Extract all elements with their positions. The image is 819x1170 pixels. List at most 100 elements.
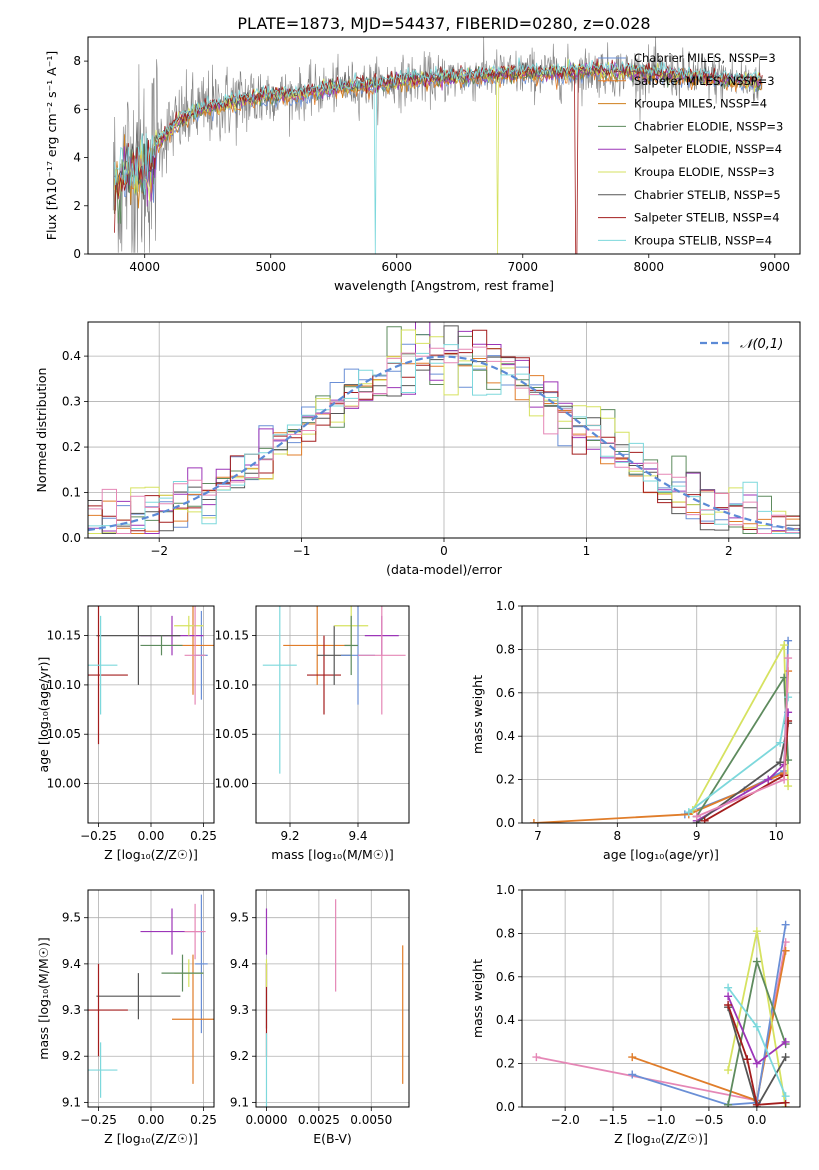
x-tick-label: 8 <box>613 829 621 843</box>
y-tick-label: 0.2 <box>496 773 515 787</box>
data-point-marker <box>724 1001 733 1010</box>
data-point-marker <box>628 1070 637 1079</box>
data-point-marker <box>752 1100 761 1107</box>
y-tick-label: 0.4 <box>496 729 515 743</box>
data-point-marker <box>724 992 733 1001</box>
x-tick-label: −1.5 <box>598 1113 627 1127</box>
x-tick-label: 7 <box>534 829 542 843</box>
y-tick-label: 9.2 <box>62 1049 81 1063</box>
data-point-marker <box>784 782 793 791</box>
x-axis-label: Z [log₁₀(Z/Z☉)] <box>104 847 198 862</box>
axes-frame <box>255 889 410 1108</box>
data-point-marker <box>692 812 701 821</box>
x-tick-label: 8000 <box>634 260 665 274</box>
mass-weight-vs-metallicity-panel: −2.0 −1.5 −1.0 −0.5 0.0 0.0 0.2 0.4 0.6 0.8 1.0 Z [… <box>470 883 801 1146</box>
y-tick-label: 9.4 <box>62 957 81 971</box>
data-point-marker <box>764 775 773 784</box>
mass-weight-series-line <box>688 696 789 813</box>
x-tick-label: 0.00 <box>138 1113 165 1127</box>
x-tick-label: −0.5 <box>694 1113 723 1127</box>
y-tick-label: 0.2 <box>496 1057 515 1071</box>
data-point-marker <box>724 983 733 992</box>
data-point-marker <box>781 946 790 955</box>
mass-weight-series-line <box>692 641 789 811</box>
y-tick-label: 10.10 <box>215 678 249 692</box>
y-tick-label: 0.8 <box>496 926 515 940</box>
legend-entry: Salpeter MILES, NSSP=3 <box>634 74 775 88</box>
x-tick-label: 6000 <box>381 260 412 274</box>
data-point-marker <box>724 1066 733 1075</box>
y-axis-label: mass [log₁₀(M/M☉)] <box>36 937 51 1059</box>
data-point-marker <box>780 641 789 650</box>
data-point-marker <box>784 636 793 645</box>
x-axis-label: Z [log₁₀(Z/Z☉)] <box>104 1131 198 1146</box>
normal-distribution-line <box>88 355 800 532</box>
data-point-marker <box>752 1059 761 1068</box>
x-axis-label: mass [log₁₀(M/M☉)] <box>271 847 393 862</box>
data-point-marker <box>780 775 789 784</box>
x-tick-label: 7000 <box>507 260 538 274</box>
x-tick-label: 9 <box>693 829 701 843</box>
plot-area <box>262 606 406 774</box>
histogram-series-line <box>88 329 800 534</box>
x-axis-label: E(B-V) <box>313 1131 352 1146</box>
data-point-marker <box>529 819 538 823</box>
mass-weight-series-line <box>727 1004 786 1106</box>
legend-entry: Chabrier ELODIE, NSSP=3 <box>634 119 783 133</box>
mass-weight-vs-age-panel: 7 8 9 10 0.0 0.2 0.4 0.6 0.8 1.0 age [log₁₀(age/yr… <box>470 599 801 862</box>
data-point-marker <box>724 1100 733 1107</box>
y-tick-label: 9.1 <box>230 1095 249 1109</box>
y-tick-label: 0.0 <box>496 1100 515 1114</box>
x-tick-label: 0.0 <box>747 1113 766 1127</box>
model-spectrum-line <box>114 57 763 254</box>
mass-vs-metallicity-panel: −0.25 0.00 0.25 9.1 9.2 9.3 9.4 9.5 Z [log₁₀(Z/Z… <box>36 889 217 1146</box>
data-point-marker <box>752 957 761 966</box>
plot-area <box>88 322 800 534</box>
y-axis-label: mass weight <box>470 959 485 1038</box>
data-point-marker <box>700 816 709 823</box>
mass-vs-extinction-panel: 0.0000 0.0025 0.0050 9.1 9.2 9.3 9.4 9.5 E(B-V) <box>230 889 410 1146</box>
x-tick-label: 0.25 <box>190 829 217 843</box>
data-point-marker <box>532 1053 541 1062</box>
y-tick-label: 0 <box>73 247 81 261</box>
x-tick-label: −0.25 <box>80 1113 117 1127</box>
y-tick-label: 0.6 <box>496 970 515 984</box>
x-tick-label: 5000 <box>255 260 286 274</box>
x-axis-label: age [log₁₀(age/yr)] <box>603 847 719 862</box>
axes-frame <box>255 605 410 824</box>
y-tick-label: 0.3 <box>62 395 81 409</box>
y-tick-label: 10.10 <box>47 678 81 692</box>
x-tick-label: −1.0 <box>646 1113 675 1127</box>
x-tick-label: 0.0025 <box>298 1113 340 1127</box>
y-axis-label: Normed distribution <box>34 368 49 493</box>
legend-entry: Salpeter STELIB, NSSP=4 <box>634 211 780 225</box>
spectrum-panel: 4000 5000 6000 7000 8000 9000 0 2 4 6 8 wavelength … <box>44 36 801 293</box>
plot-area <box>532 920 790 1107</box>
x-tick-label: 10 <box>769 829 784 843</box>
data-point-marker <box>743 1055 752 1064</box>
plot-area <box>112 37 763 254</box>
age-vs-mass-panel: 9.2 9.4 10.00 10.05 10.10 10.15 mass [log₁₀(M/… <box>215 605 410 862</box>
data-point-marker <box>752 927 761 936</box>
data-point-marker <box>628 1053 637 1062</box>
x-tick-label: 0 <box>440 544 448 558</box>
y-tick-label: 0.8 <box>496 642 515 656</box>
data-point-marker <box>781 1092 790 1101</box>
figure-title: PLATE=1873, MJD=54437, FIBERID=0280, z=0… <box>237 14 650 33</box>
y-tick-label: 10.15 <box>215 629 249 643</box>
y-tick-label: 0.2 <box>62 440 81 454</box>
y-tick-label: 0.4 <box>496 1013 515 1027</box>
x-tick-label: 0.00 <box>138 829 165 843</box>
axes-frame <box>87 36 801 255</box>
axes-frame <box>521 605 801 824</box>
y-tick-label: 8 <box>73 54 81 68</box>
legend-entry: Chabrier STELIB, NSSP=5 <box>634 188 781 202</box>
data-point-marker <box>784 654 793 663</box>
plot-area <box>88 606 214 745</box>
y-tick-label: 9.4 <box>230 957 249 971</box>
y-axis-label: Flux [fλ10⁻¹⁷ erg cm⁻² s⁻¹ A⁻¹] <box>44 51 59 240</box>
age-vs-metallicity-panel: −0.25 0.00 0.25 10.00 10.05 10.10 10.15 Z [log₁… <box>36 605 217 862</box>
plot-area <box>88 894 214 1098</box>
data-point-marker <box>781 1037 790 1046</box>
y-tick-label: 9.5 <box>230 911 249 925</box>
